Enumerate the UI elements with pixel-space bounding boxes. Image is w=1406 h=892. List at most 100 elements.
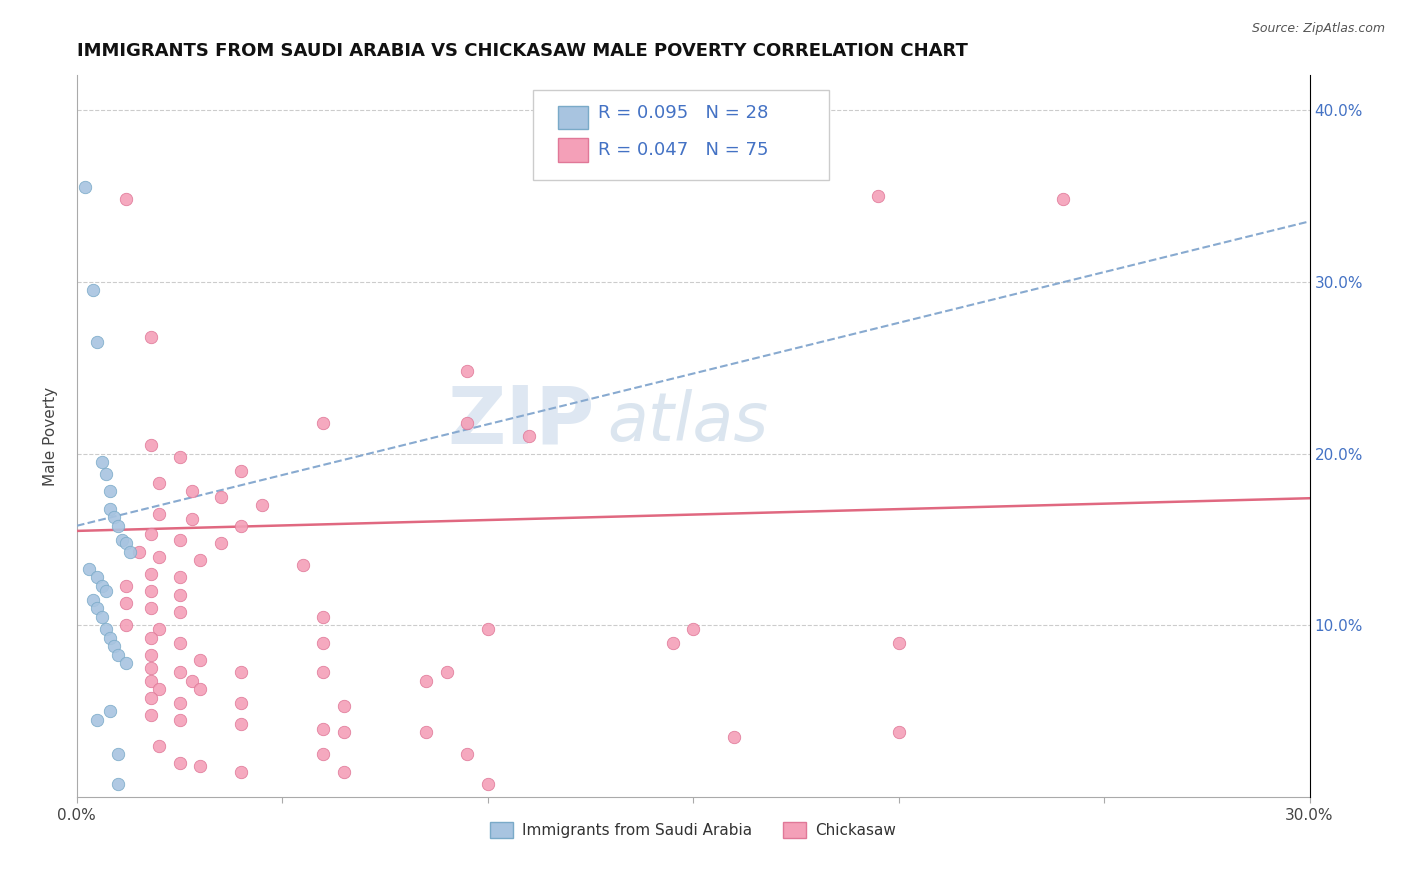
Point	[82, 592, 104, 607]
Point	[312, 722, 335, 736]
Point	[723, 731, 745, 745]
Point	[75, 180, 97, 194]
Point	[887, 635, 910, 649]
Point	[887, 725, 910, 739]
Point	[312, 665, 335, 679]
Point	[139, 648, 162, 662]
Point	[169, 635, 191, 649]
Point	[86, 570, 108, 584]
Point	[169, 696, 191, 710]
Point	[477, 777, 499, 791]
Point	[209, 536, 232, 550]
Point	[107, 747, 129, 762]
Point	[139, 707, 162, 722]
Point	[188, 653, 211, 667]
Point	[312, 635, 335, 649]
Point	[682, 622, 704, 636]
Point	[103, 639, 125, 653]
Point	[231, 764, 253, 779]
Point	[312, 416, 335, 430]
Point	[415, 673, 437, 688]
Point	[180, 673, 202, 688]
Point	[139, 673, 162, 688]
Point	[94, 584, 117, 599]
FancyBboxPatch shape	[558, 138, 589, 161]
Point	[456, 747, 478, 762]
Point	[169, 605, 191, 619]
Point	[456, 364, 478, 378]
Point	[98, 705, 121, 719]
Point	[209, 490, 232, 504]
Point	[148, 682, 170, 697]
Point	[86, 334, 108, 349]
Point	[169, 588, 191, 602]
Point	[107, 648, 129, 662]
Point	[456, 416, 478, 430]
Y-axis label: Male Poverty: Male Poverty	[44, 387, 58, 486]
Point	[86, 713, 108, 727]
Point	[169, 450, 191, 464]
Point	[148, 507, 170, 521]
Point	[90, 610, 112, 624]
Point	[169, 756, 191, 770]
Point	[82, 283, 104, 297]
Point	[250, 498, 273, 512]
Point	[115, 618, 138, 632]
Point	[86, 601, 108, 615]
Point	[139, 601, 162, 615]
Point	[139, 631, 162, 645]
Point	[312, 747, 335, 762]
Point	[868, 188, 890, 202]
Point	[231, 464, 253, 478]
Point	[333, 764, 356, 779]
Text: IMMIGRANTS FROM SAUDI ARABIA VS CHICKASAW MALE POVERTY CORRELATION CHART: IMMIGRANTS FROM SAUDI ARABIA VS CHICKASA…	[77, 42, 967, 60]
Point	[115, 657, 138, 671]
Point	[98, 484, 121, 499]
Point	[98, 501, 121, 516]
Point	[169, 713, 191, 727]
Point	[139, 527, 162, 541]
Point	[107, 518, 129, 533]
Legend: Immigrants from Saudi Arabia, Chickasaw: Immigrants from Saudi Arabia, Chickasaw	[484, 816, 903, 844]
Point	[103, 510, 125, 524]
Point	[115, 536, 138, 550]
Text: ZIP: ZIP	[447, 383, 595, 461]
Point	[94, 622, 117, 636]
Point	[148, 549, 170, 564]
Point	[139, 438, 162, 452]
Point	[90, 455, 112, 469]
Point	[1052, 192, 1074, 206]
Point	[115, 596, 138, 610]
Point	[77, 562, 100, 576]
Point	[477, 622, 499, 636]
Point	[94, 467, 117, 482]
Point	[169, 570, 191, 584]
Point	[188, 553, 211, 567]
Point	[231, 696, 253, 710]
Point	[115, 579, 138, 593]
Point	[148, 739, 170, 753]
Point	[139, 566, 162, 581]
Point	[415, 725, 437, 739]
Point	[169, 533, 191, 547]
FancyBboxPatch shape	[533, 90, 828, 180]
Point	[111, 533, 134, 547]
Point	[107, 777, 129, 791]
Point	[98, 631, 121, 645]
Point	[180, 512, 202, 526]
Point	[90, 579, 112, 593]
Text: Source: ZipAtlas.com: Source: ZipAtlas.com	[1251, 22, 1385, 36]
Point	[436, 665, 458, 679]
Point	[148, 622, 170, 636]
Point	[188, 759, 211, 773]
Point	[517, 429, 540, 443]
Point	[115, 192, 138, 206]
Point	[312, 610, 335, 624]
Point	[139, 584, 162, 599]
Point	[231, 716, 253, 731]
Text: atlas: atlas	[607, 389, 768, 455]
Point	[139, 690, 162, 705]
Point	[169, 665, 191, 679]
Point	[139, 661, 162, 675]
Point	[148, 475, 170, 490]
